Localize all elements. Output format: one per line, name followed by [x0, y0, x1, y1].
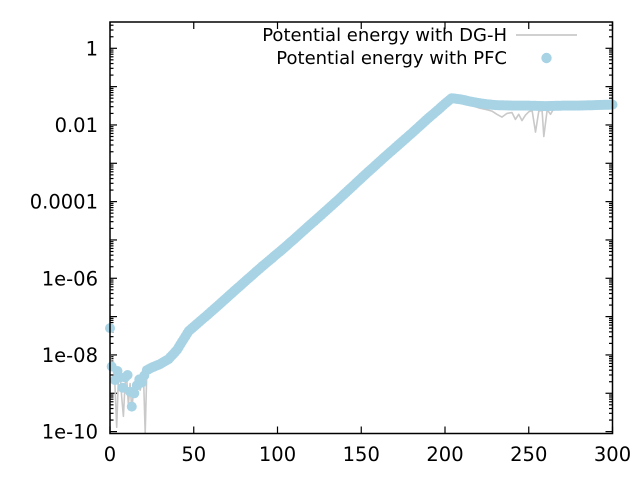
y-tick-label: 1e-10	[42, 421, 98, 444]
pfc-marker	[129, 388, 140, 399]
pfc-marker	[126, 401, 137, 412]
x-tick-label: 250	[510, 443, 547, 466]
legend-label-pfc: Potential energy with PFC	[276, 48, 507, 69]
axis-ticks	[109, 22, 614, 434]
y-tick-label: 1e-08	[42, 344, 98, 367]
legend-marker-sample-pfc	[541, 52, 552, 64]
series-dgh-line	[110, 99, 613, 434]
y-tick-label: 0.01	[55, 114, 98, 137]
series-pfc-points	[105, 93, 618, 412]
y-tick-label: 1e-06	[42, 267, 98, 290]
x-tick-label: 300	[594, 443, 631, 466]
x-tick-label: 100	[259, 443, 296, 466]
axis-labels: 0 50 100 150 200 250 300 1 0.01 0.0001 1e-06 1e-08 1…	[30, 37, 631, 466]
series-group	[105, 93, 618, 434]
x-tick-label: 150	[343, 443, 380, 466]
x-tick-label: 50	[181, 443, 206, 466]
pfc-marker	[122, 370, 133, 380]
pfc-marker	[117, 382, 128, 393]
y-tick-label: 0.0001	[30, 191, 98, 214]
y-tick-label: 1	[86, 37, 98, 60]
x-tick-label: 200	[426, 443, 463, 466]
plot-border	[109, 21, 614, 435]
x-tick-label: 0	[104, 443, 116, 466]
legend-label-dgh: Potential energy with DG-H	[262, 25, 507, 46]
plot-border-rect	[109, 21, 614, 435]
